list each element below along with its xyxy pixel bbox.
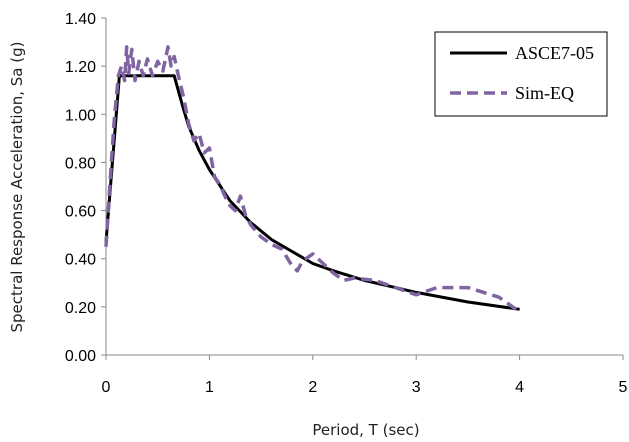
x-tick-label: 4 — [515, 379, 524, 396]
y-axis-ticks: 0.00 0.20 0.40 0.60 0.80 1.00 1.20 1.40 — [65, 11, 106, 365]
y-tick-label: 0.00 — [65, 348, 96, 365]
y-axis-title: Spectral Response Acceleration, Sa (g) — [8, 42, 26, 333]
x-tick-label: 0 — [102, 379, 111, 396]
x-tick-label: 1 — [205, 379, 214, 396]
y-tick-label: 1.40 — [65, 11, 96, 28]
plot-frame — [105, 18, 623, 356]
y-tick-label: 0.80 — [65, 155, 96, 172]
y-tick-label: 1.20 — [65, 59, 96, 76]
y-tick-label: 0.60 — [65, 204, 96, 221]
legend-label-sim-eq: Sim-EQ — [515, 83, 574, 103]
x-tick-label: 5 — [619, 379, 628, 396]
x-axis-ticks: 0 1 2 3 4 5 — [102, 355, 628, 396]
y-tick-label: 0.20 — [65, 300, 96, 317]
legend-box — [434, 31, 608, 117]
y-tick-label: 0.40 — [65, 252, 96, 269]
series-layer — [104, 45, 521, 314]
x-axis-title: Period, T (sec) — [312, 421, 419, 439]
y-tick-label: 1.00 — [65, 107, 96, 124]
series-line-sim-eq — [104, 45, 521, 314]
x-tick-label: 2 — [308, 379, 317, 396]
legend-label-asce7-05: ASCE7-05 — [515, 43, 594, 63]
x-tick-label: 3 — [412, 379, 421, 396]
legend: ASCE7-05 Sim-EQ — [434, 31, 608, 117]
